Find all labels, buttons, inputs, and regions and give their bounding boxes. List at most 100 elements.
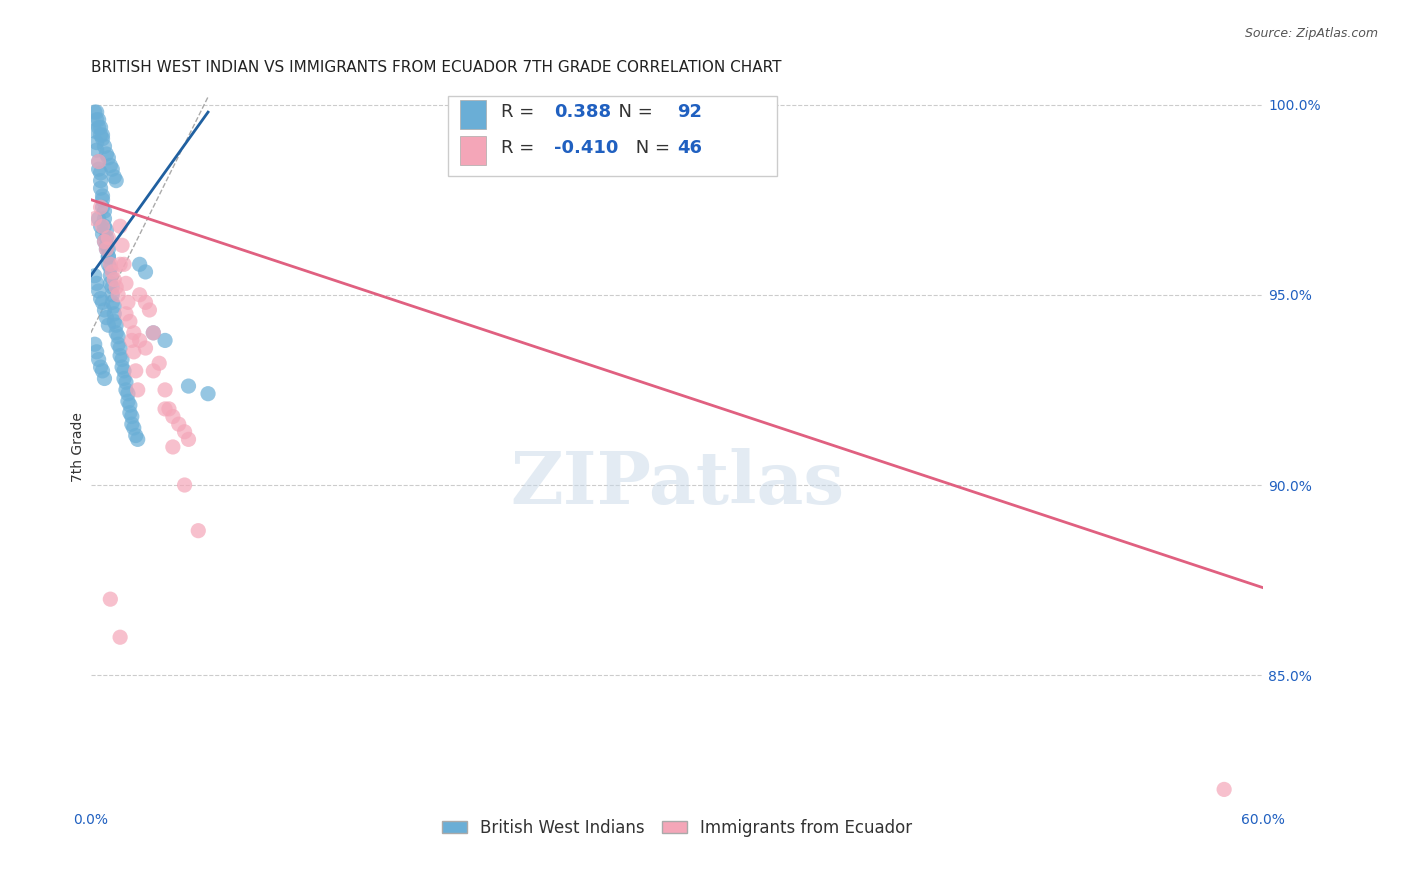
Point xyxy=(142,326,165,340)
Point xyxy=(108,349,131,363)
Point xyxy=(105,173,128,187)
Point xyxy=(115,307,138,321)
Point xyxy=(197,386,219,401)
Point xyxy=(108,219,131,234)
Text: ZIPatlas: ZIPatlas xyxy=(510,448,844,518)
Point xyxy=(91,219,114,234)
Point xyxy=(115,376,138,390)
Point xyxy=(86,112,108,127)
Point xyxy=(103,272,125,286)
Point xyxy=(108,257,131,271)
Point xyxy=(134,295,156,310)
Point xyxy=(93,211,115,226)
Point xyxy=(103,299,125,313)
Point xyxy=(87,120,110,135)
Point xyxy=(96,242,118,256)
Point xyxy=(97,250,120,264)
Point xyxy=(111,360,134,375)
Text: R =: R = xyxy=(501,103,540,121)
Point xyxy=(90,219,112,234)
Point xyxy=(87,284,110,298)
Point xyxy=(86,277,108,291)
Point xyxy=(134,341,156,355)
Point xyxy=(93,303,115,318)
Point xyxy=(108,341,131,355)
Point xyxy=(122,326,145,340)
Point xyxy=(118,406,141,420)
Point xyxy=(128,287,150,301)
Point xyxy=(83,124,105,138)
Point xyxy=(115,383,138,397)
Point xyxy=(101,295,124,310)
Point xyxy=(101,162,124,177)
Point xyxy=(122,344,145,359)
FancyBboxPatch shape xyxy=(449,96,776,176)
Point xyxy=(117,386,139,401)
Point xyxy=(91,128,114,142)
Point xyxy=(98,261,121,276)
Point xyxy=(91,132,114,146)
Point xyxy=(177,379,200,393)
Point xyxy=(93,204,115,219)
Point xyxy=(157,401,180,416)
Point xyxy=(87,112,110,127)
Point xyxy=(128,257,150,271)
Point xyxy=(111,238,134,252)
Point xyxy=(103,314,125,328)
Point xyxy=(125,428,148,442)
Point xyxy=(107,337,129,351)
Point xyxy=(127,433,149,447)
Point xyxy=(187,524,209,538)
Text: R =: R = xyxy=(501,139,540,157)
Point xyxy=(91,193,114,207)
Point xyxy=(173,478,195,492)
Point xyxy=(96,223,118,237)
Point xyxy=(87,162,110,177)
Text: N =: N = xyxy=(630,139,676,157)
Legend: British West Indians, Immigrants from Ecuador: British West Indians, Immigrants from Ec… xyxy=(436,812,918,844)
Text: Source: ZipAtlas.com: Source: ZipAtlas.com xyxy=(1244,27,1378,40)
Point xyxy=(90,120,112,135)
Point xyxy=(177,433,200,447)
Point xyxy=(1213,782,1236,797)
Point xyxy=(90,128,112,142)
Text: BRITISH WEST INDIAN VS IMMIGRANTS FROM ECUADOR 7TH GRADE CORRELATION CHART: BRITISH WEST INDIAN VS IMMIGRANTS FROM E… xyxy=(91,60,782,75)
Point xyxy=(127,383,149,397)
Point xyxy=(112,364,135,378)
Text: 92: 92 xyxy=(678,103,702,121)
Point xyxy=(142,364,165,378)
Point xyxy=(107,329,129,343)
Point xyxy=(86,344,108,359)
Point xyxy=(128,334,150,348)
Point xyxy=(90,181,112,195)
Point xyxy=(111,352,134,367)
Point xyxy=(87,211,110,226)
Point xyxy=(83,105,105,120)
Point xyxy=(86,143,108,157)
Point xyxy=(91,227,114,241)
Point xyxy=(98,268,121,283)
Point xyxy=(97,250,120,264)
Point xyxy=(112,257,135,271)
Point xyxy=(96,238,118,252)
Point xyxy=(121,417,143,431)
Point xyxy=(98,158,121,172)
Point xyxy=(87,352,110,367)
Point xyxy=(105,326,128,340)
Point xyxy=(86,105,108,120)
Point xyxy=(91,364,114,378)
Point xyxy=(162,409,184,424)
Point xyxy=(103,307,125,321)
Point xyxy=(90,200,112,214)
Point xyxy=(153,401,176,416)
Point xyxy=(134,265,156,279)
Point xyxy=(107,287,129,301)
FancyBboxPatch shape xyxy=(460,136,486,165)
Point xyxy=(167,417,190,431)
Point xyxy=(96,147,118,161)
Text: N =: N = xyxy=(606,103,658,121)
Point xyxy=(96,242,118,256)
Point xyxy=(118,314,141,328)
Point xyxy=(98,257,121,271)
Point xyxy=(142,326,165,340)
